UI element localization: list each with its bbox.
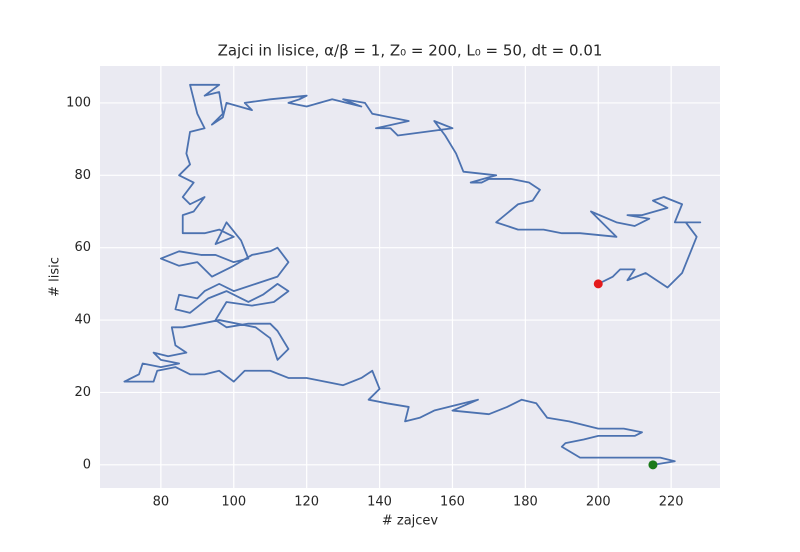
x-tick-label: 220 [659, 495, 684, 510]
x-tick-label: 200 [586, 495, 611, 510]
y-tick-label: 100 [66, 95, 91, 110]
x-tick-label: 120 [294, 495, 319, 510]
y-tick-label: 0 [83, 457, 91, 472]
line [123, 83, 702, 466]
x-tick-label: 80 [153, 495, 170, 510]
start-point [593, 279, 603, 289]
chart-title: Zajci in lisice, α/β = 1, Z₀ = 200, L₀ =… [218, 42, 603, 60]
x-tick-label: 140 [367, 495, 392, 510]
x-axis-label: # zajcev [382, 514, 439, 529]
x-tick-label: 180 [513, 495, 538, 510]
end-point [648, 460, 658, 470]
x-tick-label: 160 [440, 495, 465, 510]
y-tick-label: 80 [74, 168, 91, 183]
y-tick-label: 40 [74, 313, 91, 328]
y-tick-label: 20 [74, 385, 91, 400]
plot-area [100, 66, 720, 488]
y-tick-label: 60 [74, 240, 91, 255]
x-tick-label: 100 [221, 495, 246, 510]
y-axis-label: # lisic [48, 257, 63, 297]
